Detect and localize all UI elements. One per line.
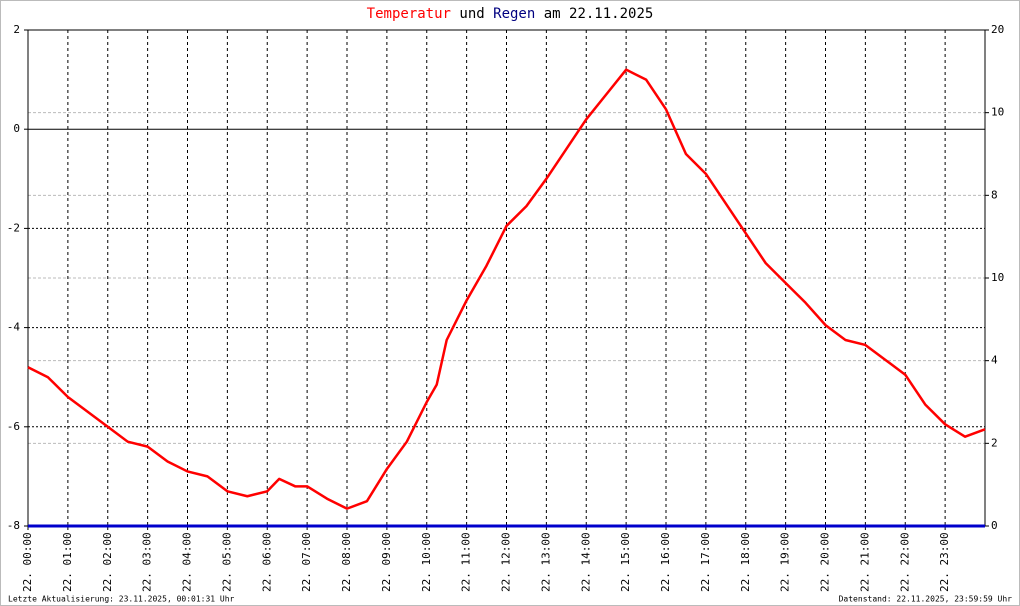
y2-tick-label: 4 <box>991 354 998 367</box>
x-tick-label: 22. 12:00 <box>500 532 513 592</box>
x-tick-label: 22. 21:00 <box>858 532 871 592</box>
x-tick-label: 22. 02:00 <box>101 532 114 592</box>
y-tick-label: 2 <box>13 23 20 36</box>
y-tick-label: -4 <box>7 321 21 334</box>
x-tick-label: 22. 04:00 <box>181 532 194 592</box>
title-part: am 22.11.2025 <box>544 6 654 22</box>
x-tick-label: 22. 18:00 <box>739 532 752 592</box>
footer-left: Letzte Aktualisierung: 23.11.2025, 00:01… <box>8 595 235 604</box>
x-tick-label: 22. 06:00 <box>260 532 273 592</box>
y-tick-label: -6 <box>7 420 20 433</box>
x-tick-label: 22. 15:00 <box>619 532 632 592</box>
y2-tick-label: 0 <box>991 519 998 532</box>
y2-tick-label: 2 <box>991 436 998 449</box>
x-tick-label: 22. 09:00 <box>380 532 393 592</box>
x-tick-label: 22. 11:00 <box>460 532 473 592</box>
x-tick-label: 22. 17:00 <box>699 532 712 592</box>
y2-tick-label: 8 <box>991 188 998 201</box>
x-tick-label: 22. 16:00 <box>659 532 672 592</box>
x-tick-label: 22. 03:00 <box>141 532 154 592</box>
x-tick-label: 22. 05:00 <box>220 532 233 592</box>
x-tick-label: 22. 00:00 <box>21 532 34 592</box>
y2-tick-label: 10 <box>991 271 1004 284</box>
title-part: und <box>459 6 484 22</box>
x-tick-label: 22. 20:00 <box>819 532 832 592</box>
x-tick-label: 22. 13:00 <box>539 532 552 592</box>
x-tick-label: 22. 01:00 <box>61 532 74 592</box>
x-tick-label: 22. 10:00 <box>420 532 433 592</box>
y-tick-label: 0 <box>13 122 20 135</box>
x-tick-label: 22. 07:00 <box>300 532 313 592</box>
x-tick-label: 22. 23:00 <box>938 532 951 592</box>
y-tick-label: -8 <box>7 519 20 532</box>
x-tick-label: 22. 22:00 <box>898 532 911 592</box>
x-tick-label: 22. 08:00 <box>340 532 353 592</box>
title-part: Temperatur <box>367 6 451 22</box>
title-part: Regen <box>493 6 535 22</box>
x-tick-label: 22. 19:00 <box>779 532 792 592</box>
footer-right: Datenstand: 22.11.2025, 23:59:59 Uhr <box>839 595 1013 604</box>
line-series <box>27 68 986 510</box>
y2-tick-label: 20 <box>991 23 1004 36</box>
chart-title: Temperatur und Regen am 22.11.2025 <box>367 6 654 22</box>
y2-tick-label: 10 <box>991 106 1004 119</box>
x-tick-label: 22. 14:00 <box>579 532 592 592</box>
y-tick-label: -2 <box>7 221 20 234</box>
